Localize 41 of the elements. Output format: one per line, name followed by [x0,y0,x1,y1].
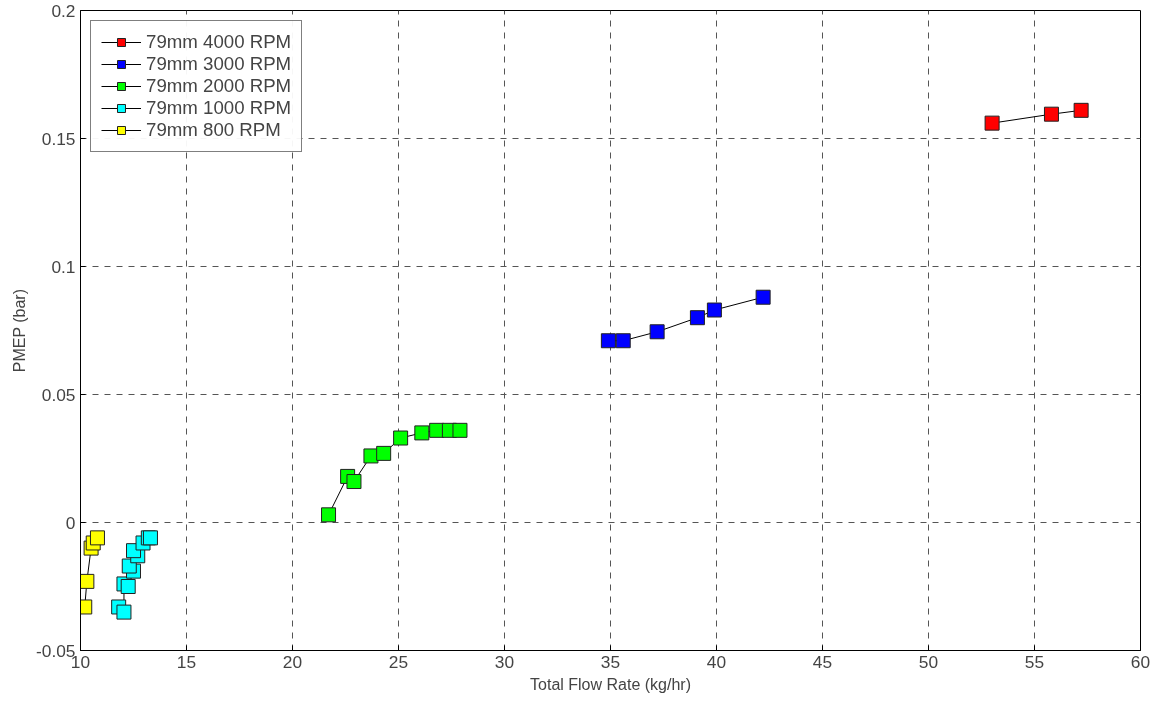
point [120,579,136,594]
point [600,333,616,349]
y-tick-label: 0.15 [41,128,76,149]
point [376,445,392,461]
x-axis-title: Total Flow Rate (kg/hr) [530,675,691,693]
legend-label: 79mm 3000 RPM [146,53,292,75]
point [346,474,362,490]
x-tick-label: 20 [282,651,303,672]
point [649,324,665,340]
x-tick-label: 30 [494,651,515,672]
x-tick-label: 25 [388,651,409,672]
x-tick-label: 35 [600,651,621,672]
point [615,333,631,349]
x-tick-label: 15 [176,651,197,672]
point [89,530,105,546]
legend-label: 79mm 2000 RPM [146,75,292,97]
y-tick-label: 0.05 [41,384,76,405]
point [116,604,132,620]
point [706,302,722,318]
point [1073,102,1089,118]
point [689,310,705,326]
y-axis-title: PMEP (bar) [11,289,28,373]
legend-label: 79mm 4000 RPM [146,31,292,53]
x-tick-label: 50 [918,651,939,672]
point [393,430,409,446]
legend-label: 79mm 800 RPM [146,119,281,141]
y-tick-label: 0.2 [51,0,76,21]
y-tick-label: 0.1 [51,256,76,277]
legend-label: 79mm 1000 RPM [146,97,292,119]
point [321,507,337,523]
x-tick-label: 60 [1130,651,1151,672]
point [80,573,95,589]
point [452,422,468,438]
point [755,289,771,305]
point [984,115,1000,131]
point [1043,106,1059,122]
x-tick-label: 55 [1024,651,1045,672]
point [414,425,430,441]
x-tick-label: 40 [706,651,727,672]
y-tick-label: 0 [65,512,76,533]
x-tick-label: 45 [812,651,833,672]
